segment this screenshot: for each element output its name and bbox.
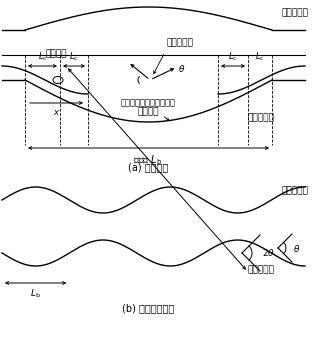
Text: $L_\mathrm{b}$: $L_\mathrm{b}$	[30, 288, 41, 300]
Text: $L_\mathrm{c}$: $L_\mathrm{c}$	[69, 50, 79, 63]
Text: (b) 複数連モデル: (b) 複数連モデル	[122, 303, 174, 313]
Text: $L_\mathrm{c}$: $L_\mathrm{c}$	[38, 50, 47, 63]
Text: (a) 基本形状: (a) 基本形状	[128, 162, 168, 172]
Text: $L_\mathrm{c}$: $L_\mathrm{c}$	[255, 50, 265, 63]
Text: 桁の上反り: 桁の上反り	[282, 8, 309, 17]
Text: 桁の上反り: 桁の上反り	[282, 186, 309, 195]
Text: $x$: $x$	[53, 108, 60, 117]
Text: $\theta$: $\theta$	[293, 242, 300, 253]
Text: $\theta$: $\theta$	[178, 62, 185, 74]
Text: スパン $L_\mathrm{b}$: スパン $L_\mathrm{b}$	[133, 153, 163, 167]
Text: $2\theta$: $2\theta$	[262, 248, 275, 258]
Text: 緩和曲線：弾性床上の梁: 緩和曲線：弾性床上の梁	[120, 98, 176, 107]
Text: 桁端角折れ: 桁端角折れ	[166, 38, 193, 47]
Text: 桁のたわみ: 桁のたわみ	[248, 266, 275, 275]
Text: $L_\mathrm{c}$: $L_\mathrm{c}$	[228, 50, 238, 63]
Text: 半正弦波: 半正弦波	[137, 107, 159, 116]
Text: 桁のたわみ: 桁のたわみ	[248, 114, 275, 122]
Text: 緩和区間: 緩和区間	[46, 49, 67, 58]
